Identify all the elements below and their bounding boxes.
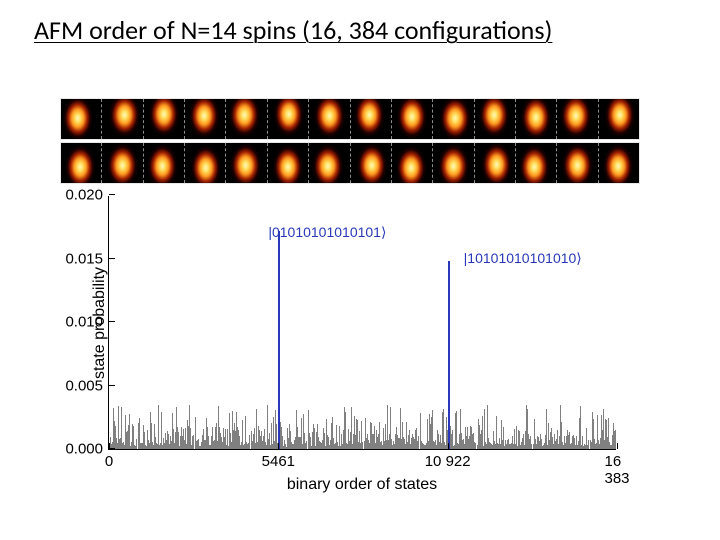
spin-cell [557,143,598,183]
spin-cell [226,143,267,183]
spin-cell [268,99,309,139]
spin-image-strip [60,98,640,184]
image-row-1 [60,98,640,140]
spin-cell [102,99,143,139]
x-tick-label: 0 [105,453,113,470]
plot-area: 0.0000.0050.0100.0150.0200546110 92216 3… [108,196,616,450]
spin-cell [185,143,226,183]
spin-cell [144,99,185,139]
spin-cell [144,143,185,183]
spin-cell [475,143,516,183]
spin-cell [392,143,433,183]
probability-chart: state probability binary order of states… [108,196,616,450]
spin-cell [61,143,102,183]
x-tick [278,443,279,449]
x-tick [448,443,449,449]
y-tick [109,258,115,259]
spin-cell [433,143,474,183]
spin-cell [309,99,350,139]
y-tick-label: 0.015 [65,250,103,267]
spin-cell [475,99,516,139]
x-tick-label: 10 922 [425,453,471,470]
spin-cell [557,99,598,139]
spin-cell [268,143,309,183]
x-tick-label: 5461 [262,453,295,470]
spin-cell [309,143,350,183]
y-tick [109,385,115,386]
y-tick [109,321,115,322]
spin-cell [599,99,639,139]
spin-cell [185,99,226,139]
peak-label: |01010101010101⟩ [268,224,386,241]
spin-cell [102,143,143,183]
noise-bar [158,405,159,449]
y-tick-label: 0.000 [65,441,103,458]
noise-bar [351,407,352,449]
spin-cell [226,99,267,139]
x-tick [617,443,618,449]
image-row-2 [60,142,640,184]
spin-cell [61,99,102,139]
spin-cell [351,99,392,139]
noise-bar [129,414,130,449]
spin-cell [516,143,557,183]
x-tick [109,443,110,449]
noise-bar [161,412,162,449]
noise-bar [546,409,547,449]
x-axis-label: binary order of states [287,476,437,494]
noise-bar [482,416,483,449]
spin-cell [392,99,433,139]
peak-bar [448,261,450,449]
spin-cell [433,99,474,139]
spin-cell [351,143,392,183]
noise-bar [580,406,581,449]
x-tick-label: 16 383 [604,453,629,487]
peak-bar [278,231,280,449]
page-title: AFM order of N=14 spins (16, 384 configu… [34,14,552,46]
spin-cell [516,99,557,139]
y-tick-label: 0.010 [65,314,103,331]
y-tick-label: 0.020 [65,187,103,204]
peak-label: |10101010101010⟩ [464,250,582,267]
spin-cell [599,143,639,183]
y-tick [109,194,115,195]
y-tick-label: 0.005 [65,377,103,394]
